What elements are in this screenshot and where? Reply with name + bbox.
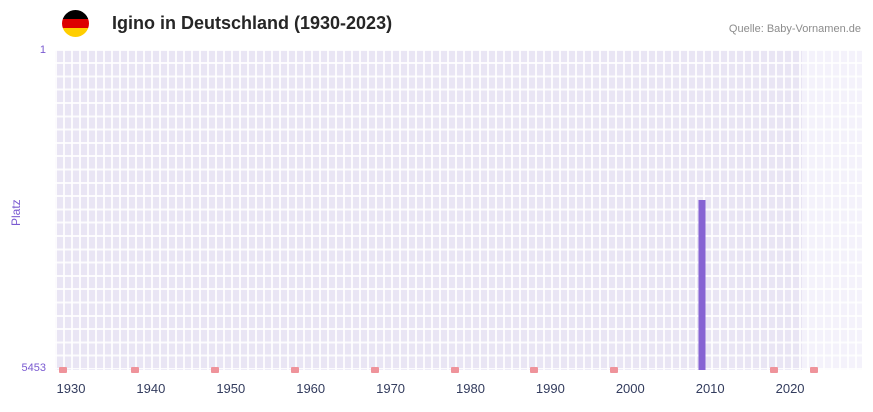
no-rank-marker [210, 367, 219, 373]
no-rank-marker [770, 367, 779, 373]
y-tick-bottom: 5453 [21, 362, 46, 374]
x-axis-ticks: 1930 1940 1950 1960 1970 1980 1990 2000 2010 2020 [55, 381, 862, 399]
page-title: Igino in Deutschland (1930-2023) [112, 13, 393, 33]
y-axis-label: Platz [9, 199, 23, 226]
no-rank-marker [58, 367, 67, 373]
x-tick-label: 1990 [535, 381, 565, 396]
no-rank-marker [290, 367, 299, 373]
x-tick-label: 2020 [775, 381, 805, 396]
x-tick-label: 2000 [615, 381, 645, 396]
x-tick-label: 1980 [456, 381, 485, 396]
plot-area [55, 50, 862, 373]
grid-lines [55, 50, 862, 370]
no-rank-marker [370, 367, 379, 373]
x-tick-label: 1930 [56, 381, 86, 396]
x-tick-label: 1960 [296, 381, 326, 396]
no-rank-marker [610, 367, 619, 373]
x-tick-label: 1940 [136, 381, 166, 396]
no-rank-marker [530, 367, 539, 373]
x-tick-label: 1950 [216, 381, 246, 396]
no-rank-marker [450, 367, 459, 373]
x-tick-label: 2010 [695, 381, 725, 396]
source-text: Quelle: Baby-Vornamen.de [728, 23, 861, 35]
rank-bar[interactable] [698, 200, 706, 370]
x-tick-label: 1970 [376, 381, 406, 396]
german-flag-icon [62, 10, 89, 37]
no-rank-marker [810, 367, 819, 373]
no-rank-marker [130, 367, 139, 373]
y-tick-top: 1 [39, 44, 46, 56]
